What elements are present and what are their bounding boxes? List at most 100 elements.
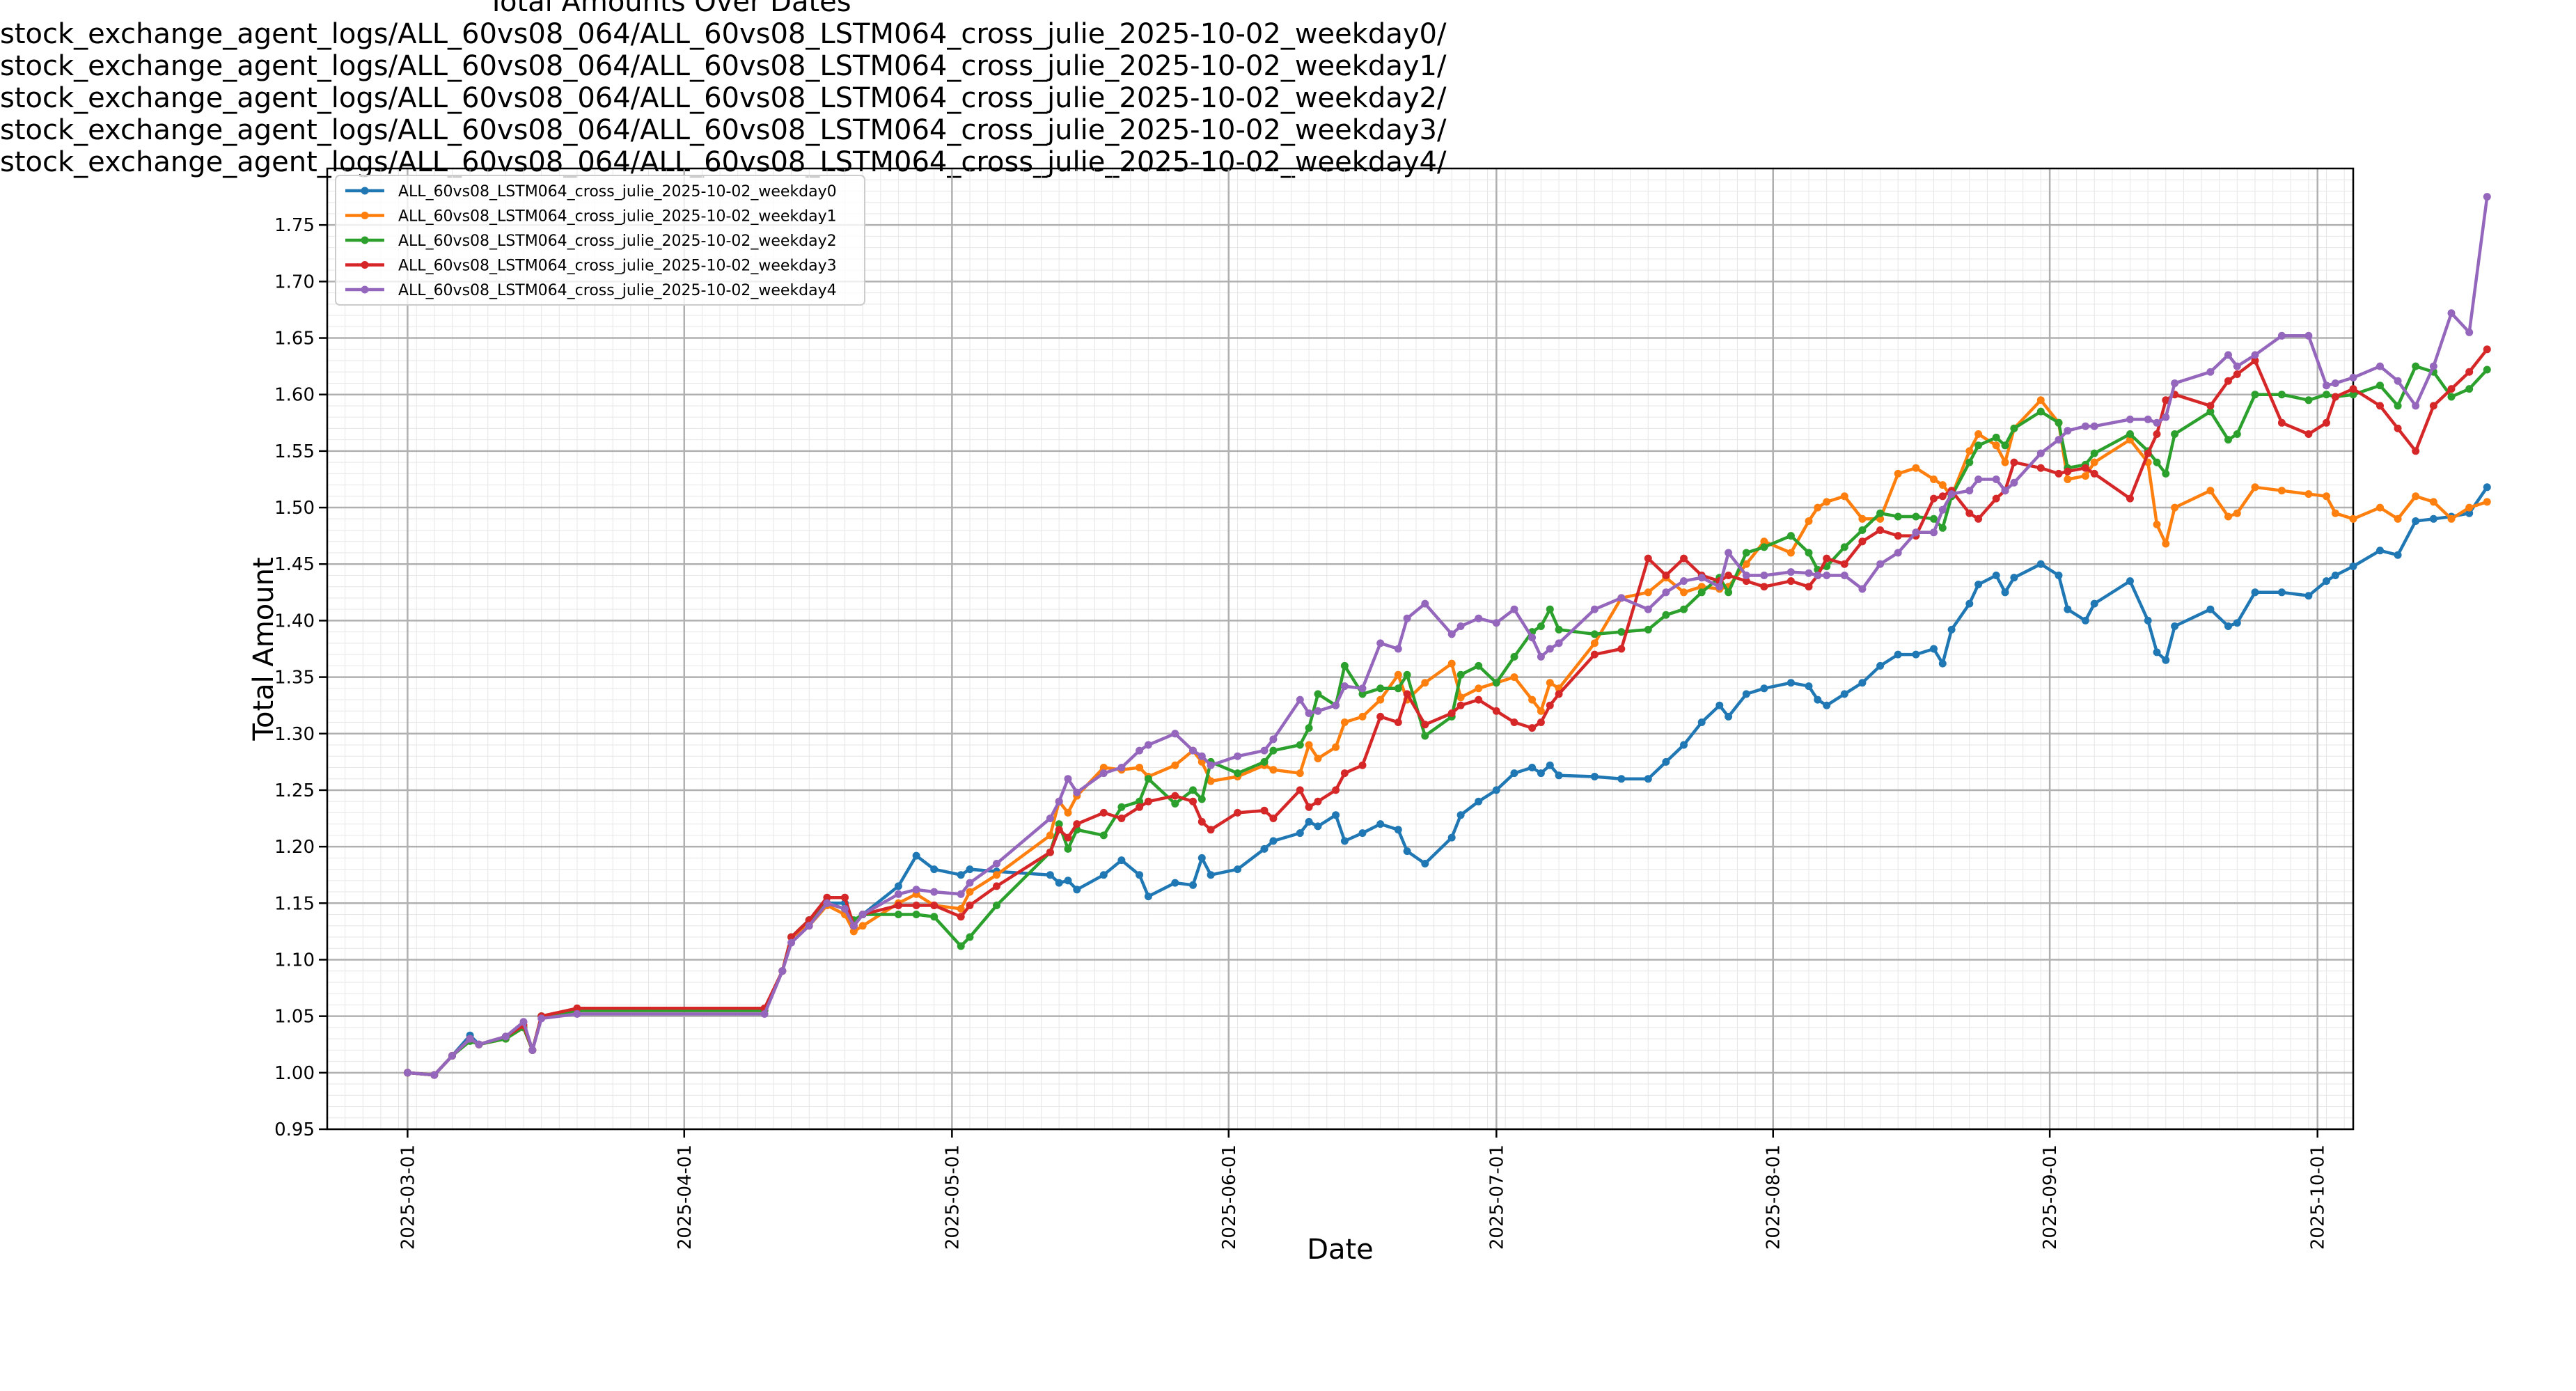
x-tick-label: 2025-05-01 [942,1145,963,1250]
data-point [1207,777,1215,785]
data-point [2224,436,2232,444]
data-point [1447,630,1456,638]
data-point [2081,422,2089,430]
data-point [1858,526,1867,534]
data-point [1376,639,1385,647]
data-point [1492,786,1500,794]
data-point [1805,549,1813,557]
data-point [1234,808,1242,817]
data-point [2144,415,2152,423]
legend-label: ALL_60vs08_LSTM064_cross_julie_2025-10-0… [398,258,837,275]
data-point [957,913,965,921]
data-point [1805,569,1813,577]
data-point [1742,690,1750,698]
data-point [2447,514,2456,523]
data-point [1340,769,1349,778]
data-point [1421,860,1429,867]
data-point [1332,701,1340,709]
data-point [966,865,974,874]
data-point [2412,492,2420,501]
data-point [912,902,920,909]
data-point [841,904,849,913]
data-point [1332,743,1340,751]
data-point [2429,402,2437,410]
data-point [2206,487,2215,495]
data-point [2090,449,2098,457]
data-point [1099,808,1108,817]
data-point [2064,427,2072,435]
data-point [2036,464,2045,472]
data-point [1340,718,1349,726]
data-point [760,1009,769,1018]
data-point [2206,407,2215,416]
data-point [1546,679,1554,687]
data-point [993,882,1000,890]
data-point [1912,512,1920,521]
data-point [2010,458,2018,466]
data-point [1912,528,1920,537]
data-point [2233,509,2241,517]
data-point [1492,679,1500,687]
data-point [1376,684,1385,693]
data-point [2036,396,2045,404]
data-point [2090,422,2098,430]
data-point [1814,572,1822,579]
data-point [1805,583,1813,591]
data-point [1376,696,1385,704]
data-point [2323,391,2330,399]
data-point [1510,652,1518,661]
data-point [2323,418,2330,427]
data-point [1697,718,1706,726]
data-point [1680,577,1688,586]
data-point [1715,583,1724,591]
y-tick-label: 1.20 [274,837,315,858]
data-point [1680,588,1688,597]
data-point [1510,769,1518,778]
legend-label: ALL_60vs08_LSTM064_cross_julie_2025-10-0… [398,208,837,226]
data-point [1725,549,1733,557]
data-point [1992,433,2000,441]
x-axis: 2025-03-01 2025-04-01 2025-05-01 2025-06-01… [398,1129,2329,1250]
data-point [858,922,867,930]
data-point [912,911,920,918]
data-point [2376,362,2384,370]
data-point [1965,458,1974,466]
data-point [1073,788,1081,796]
data-point [1207,871,1215,879]
data-point [1475,684,1483,693]
data-point [2394,402,2402,410]
data-point [1823,498,1831,506]
data-point [1340,661,1349,670]
data-point [2162,396,2170,404]
data-point [966,902,974,909]
data-point [1358,761,1367,769]
data-point [2153,648,2161,657]
series-4 [403,193,2491,1079]
data-point [1296,829,1304,838]
series-line [407,196,2489,1077]
y-tick-label: 1.05 [274,1007,315,1028]
data-point [858,911,867,918]
data-point [1046,831,1054,840]
data-point [573,1004,581,1012]
data-point [1965,599,1974,608]
data-point [1314,755,1322,762]
data-point [1314,797,1322,805]
data-point [2465,328,2474,336]
data-point [841,893,849,902]
data-point [1403,614,1411,622]
data-point [993,860,1000,867]
series-0 [403,483,2491,1079]
data-point [1617,645,1626,653]
data-point [1555,625,1563,634]
data-point [1207,826,1215,834]
legend-marker [361,261,369,269]
data-point [1930,514,1938,523]
data-point [1144,797,1152,805]
data-point [1662,757,1670,766]
data-point [528,1046,537,1054]
data-point [849,927,858,936]
data-point [993,871,1000,879]
y-axis: 0.95 1.00 1.05 1.10 1.15 1.20 1.25 1.30 1.35 1.40… [274,215,327,1140]
data-point [1546,761,1554,769]
